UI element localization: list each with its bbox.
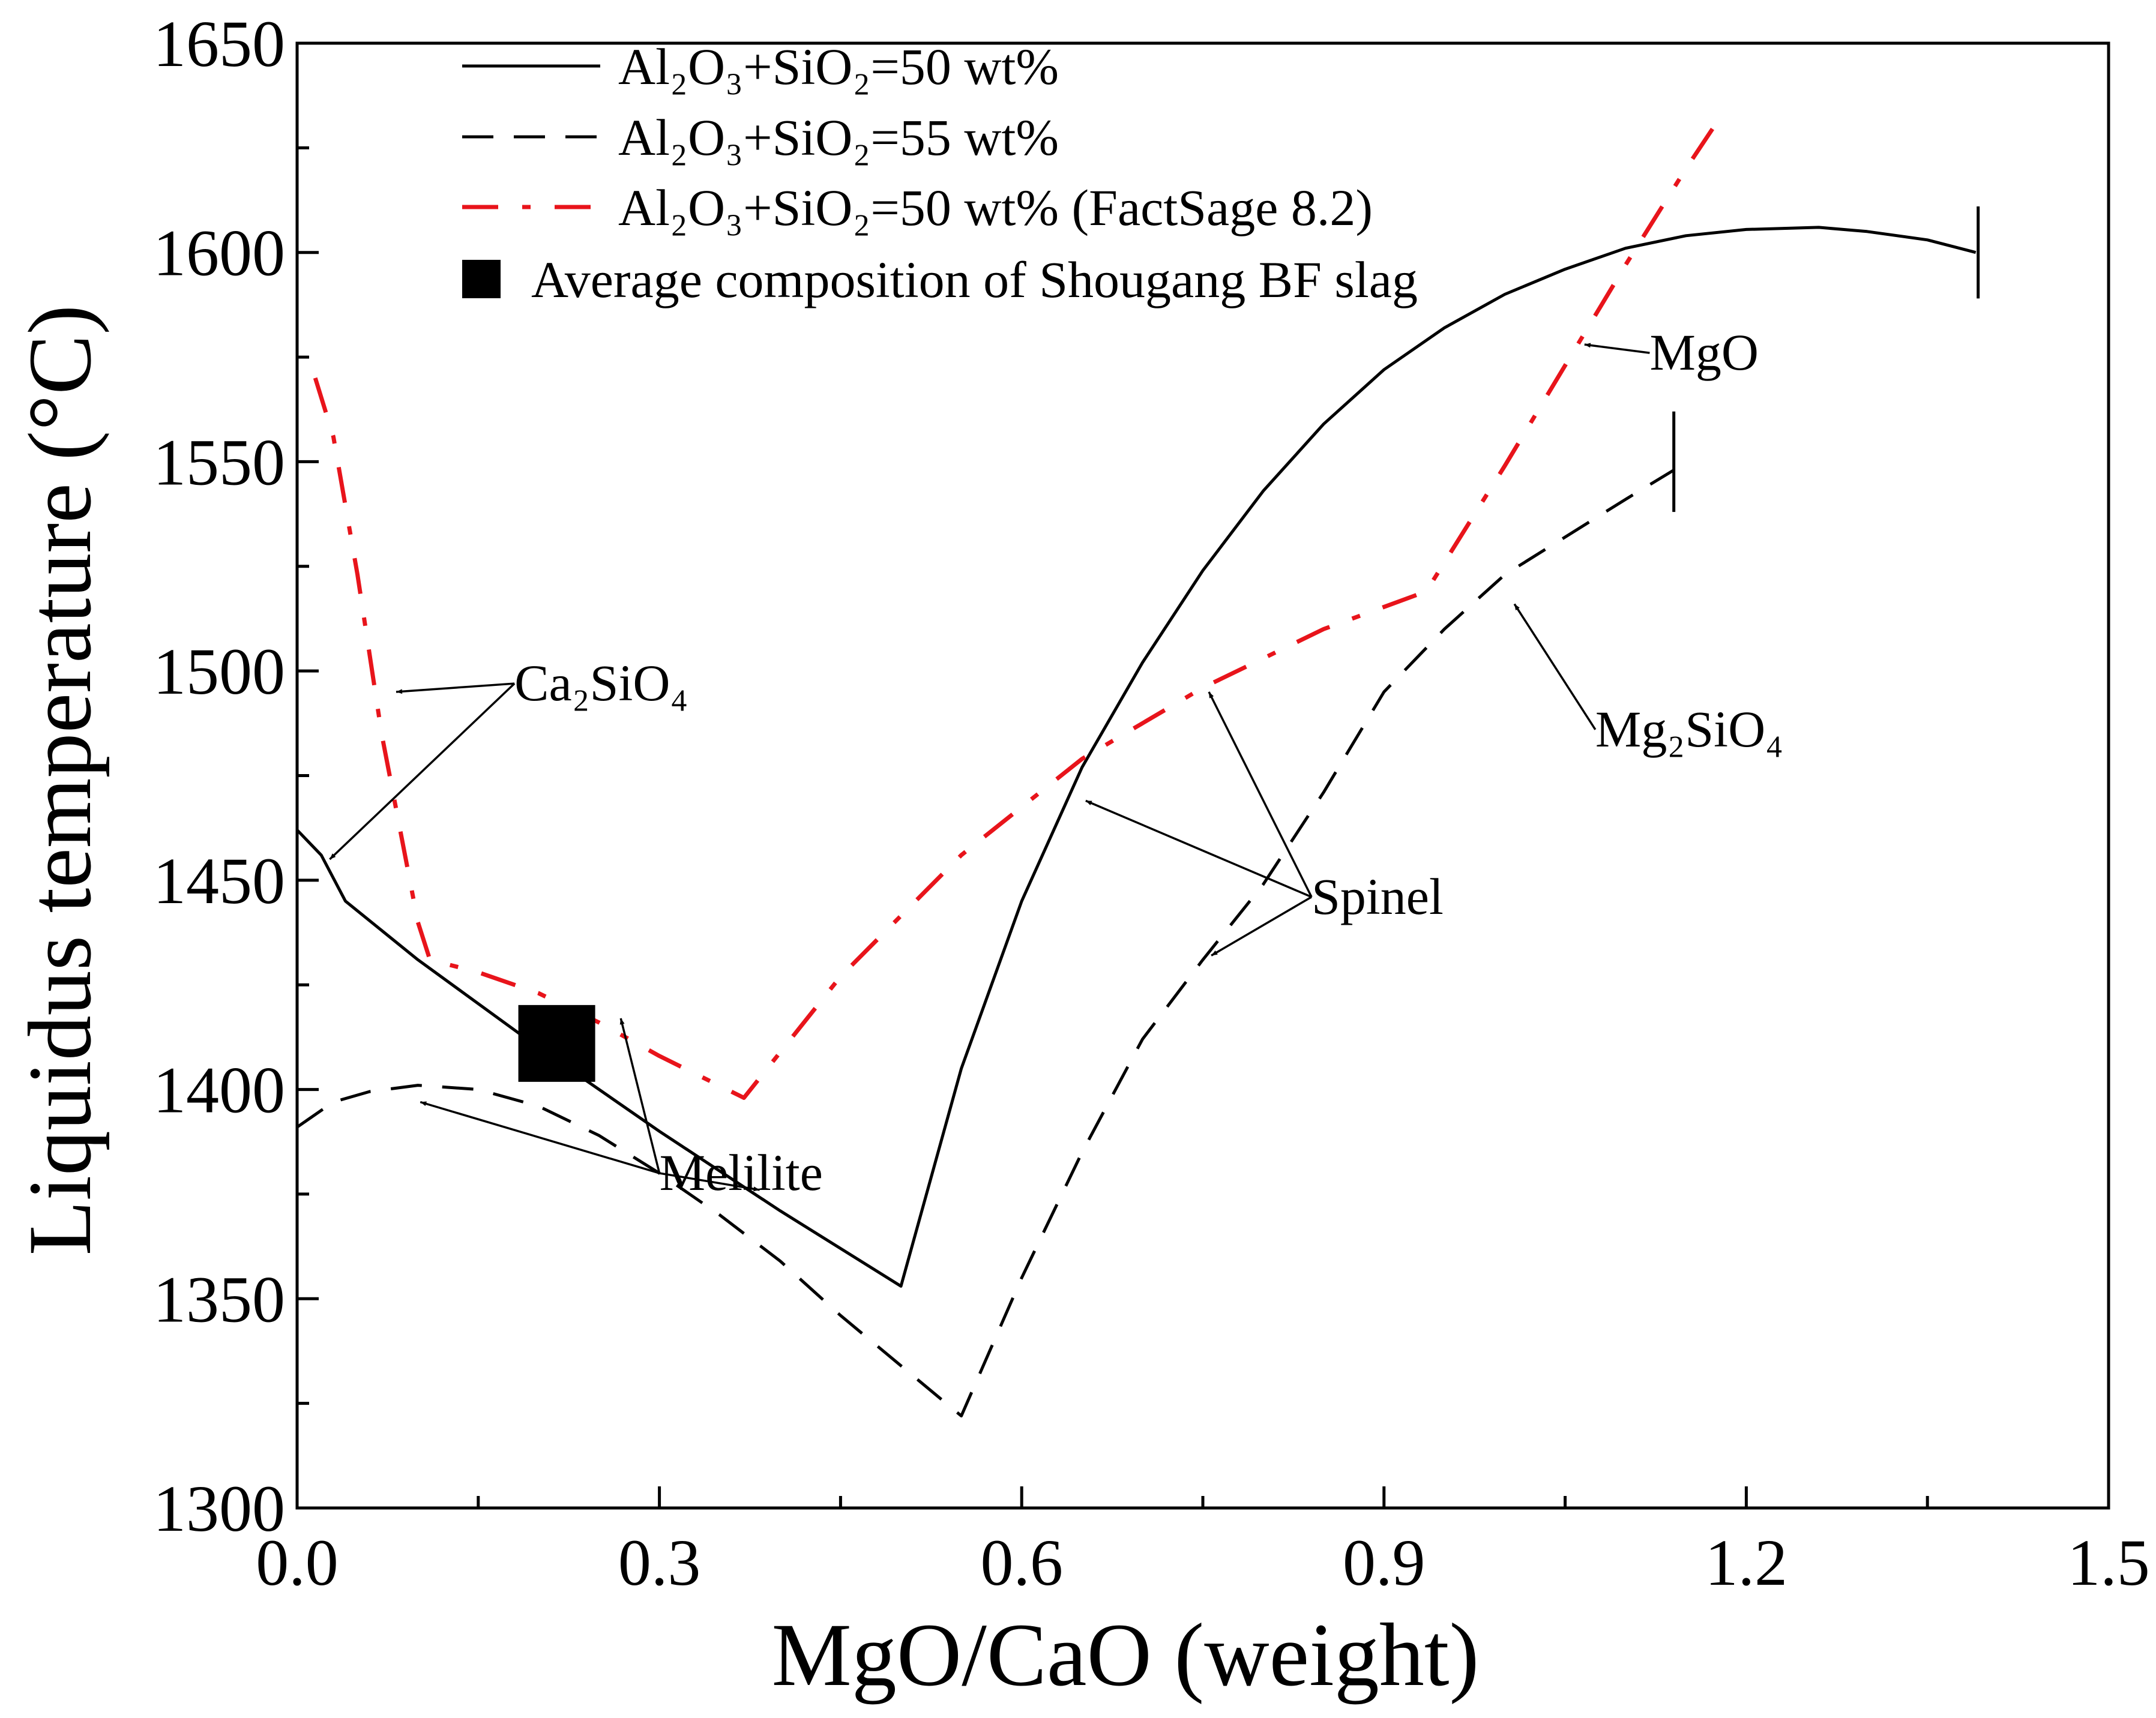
legend: Al₂O₃+SiO₂=50 wt% Al₂O₃+SiO₂=55 wt% Al₂O₃+…	[462, 38, 1418, 308]
x-axis-label: MgO/CaO (weight)	[772, 1605, 1480, 1705]
annotation-label: Melilite	[660, 1144, 823, 1201]
annotation-label: Mg₂SiO₄	[1595, 700, 1783, 758]
data-point-marker	[518, 1005, 595, 1082]
series-line-2	[296, 469, 1675, 1418]
series-line-3	[313, 113, 1724, 1100]
plot-area	[296, 113, 1980, 1418]
y-tick-label: 1350	[153, 1263, 285, 1336]
annotation-arrow	[1584, 343, 1650, 354]
y-tick-label: 1600	[153, 217, 285, 290]
x-tick-label: 1.2	[1705, 1526, 1788, 1599]
annotation-arrow	[329, 682, 516, 861]
annotation-arrow	[420, 1101, 660, 1174]
legend-label: Al₂O₃+SiO₂=55 wt%	[618, 109, 1059, 166]
y-tick-label: 1300	[153, 1472, 285, 1545]
legend-marker-square	[462, 260, 501, 298]
x-tick-label: 0.0	[256, 1526, 339, 1599]
annotations: Ca₂SiO₄ Melilite Spinel MgO Mg₂SiO₄	[329, 323, 1783, 1201]
annotation-arrow	[396, 682, 515, 694]
y-tick-label: 1450	[153, 844, 285, 918]
y-tick-label: 1500	[153, 635, 285, 708]
x-tick-label: 0.6	[980, 1526, 1063, 1599]
annotation-arrow	[659, 1172, 760, 1192]
annotation-label: Ca₂SiO₄	[514, 654, 688, 712]
y-axis-label: Liquidus temperature (°C)	[10, 305, 110, 1256]
annotation-arrow	[619, 1018, 661, 1174]
y-tick-label: 1400	[153, 1054, 285, 1127]
annotation-arrow	[1208, 691, 1313, 898]
x-tick-label: 0.3	[618, 1526, 701, 1599]
legend-label: Average composition of Shougang BF slag	[531, 251, 1418, 308]
y-tick-label: 1650	[153, 7, 285, 80]
x-tick-label: 1.5	[2067, 1526, 2150, 1599]
legend-label: Al₂O₃+SiO₂=50 wt%	[618, 38, 1059, 95]
y-tick-label: 1550	[153, 425, 285, 499]
legend-label: Al₂O₃+SiO₂=50 wt% (FactSage 8.2)	[618, 179, 1373, 236]
annotation-arrow	[1085, 799, 1312, 898]
annotation-label: Spinel	[1311, 868, 1444, 925]
axes: 0.0 0.3 0.6 0.9 1.2 1.5 1300 1350 1400 1450 1500 15…	[153, 7, 2150, 1599]
x-tick-label: 0.9	[1343, 1526, 1426, 1599]
annotation-label: MgO	[1649, 323, 1759, 381]
annotation-arrow	[1211, 896, 1312, 957]
annotation-arrow	[1513, 603, 1597, 730]
